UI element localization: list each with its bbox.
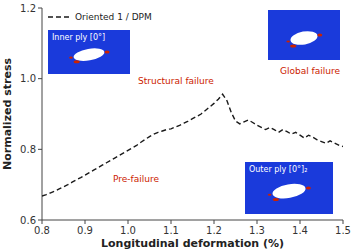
annotation: Structural failure [138, 76, 214, 86]
damage-mark [317, 33, 322, 36]
y-axis-label: Normalized stress [1, 58, 14, 170]
y-axis-line [42, 8, 43, 220]
inset-panel [268, 10, 340, 60]
x-tick-label: 1.5 [335, 225, 351, 236]
x-tick-label: 1.4 [292, 225, 308, 236]
damage-mark [286, 40, 290, 42]
y-tick-label: 0.8 [20, 144, 36, 155]
x-tick [171, 220, 172, 224]
damage-hole [289, 29, 318, 47]
y-tick [38, 220, 42, 221]
legend-label: Oriented 1 / DPM [75, 12, 152, 22]
inset-label: Outer ply [0°]₂ [249, 165, 307, 174]
damage-mark [105, 50, 110, 53]
x-tick-label: 0.9 [77, 225, 93, 236]
x-tick [257, 220, 258, 224]
inset: Inner ply [0°] [48, 30, 130, 74]
x-tick-label: 0.8 [34, 225, 50, 236]
x-tick [85, 220, 86, 224]
x-tick-label: 1.2 [206, 225, 222, 236]
annotation: Pre-failure [113, 174, 159, 184]
inset [268, 10, 340, 60]
chart: 0.80.91.01.11.21.31.41.50.60.81.01.2Long… [0, 0, 353, 252]
insets: Inner ply [0°] Outer ply [0°]₂ [48, 10, 340, 214]
damage-mark [306, 186, 311, 189]
damage-mark [290, 45, 296, 48]
damage-mark [74, 60, 80, 63]
line-series [42, 94, 343, 196]
inset-label: Inner ply [0°] [52, 33, 105, 42]
x-tick-label: 1.3 [249, 225, 265, 236]
damage-hole [271, 182, 306, 201]
y-tick-label: 1.0 [20, 73, 36, 84]
y-tick-label: 0.6 [20, 215, 36, 226]
legend: Oriented 1 / DPM [48, 12, 152, 22]
y-tick-label: 1.2 [20, 3, 36, 14]
damage-mark [273, 198, 279, 201]
axes: 0.80.91.01.11.21.31.41.50.60.81.01.2 [20, 3, 351, 237]
damage-hole [73, 46, 106, 63]
y-tick [38, 8, 42, 9]
x-tick [343, 220, 344, 224]
x-tick-label: 1.0 [120, 225, 136, 236]
x-tick [128, 220, 129, 224]
x-tick [300, 220, 301, 224]
x-axis-line [42, 220, 343, 221]
inset-panel [48, 30, 130, 74]
x-tick [214, 220, 215, 224]
legend-swatch [48, 16, 70, 17]
x-tick [42, 220, 43, 224]
annotations: Pre-failure Structural failure Global fail… [113, 66, 340, 184]
inset: Outer ply [0°]₂ [245, 162, 333, 214]
x-axis-label: Longitudinal deformation (%) [101, 237, 284, 250]
y-tick [38, 78, 42, 79]
damage-mark [268, 194, 272, 196]
damage-mark [69, 57, 73, 59]
annotation: Global failure [280, 66, 340, 76]
x-tick-label: 1.1 [163, 225, 179, 236]
plot-area [42, 94, 343, 196]
y-tick [38, 149, 42, 150]
inset-panel [245, 162, 333, 214]
